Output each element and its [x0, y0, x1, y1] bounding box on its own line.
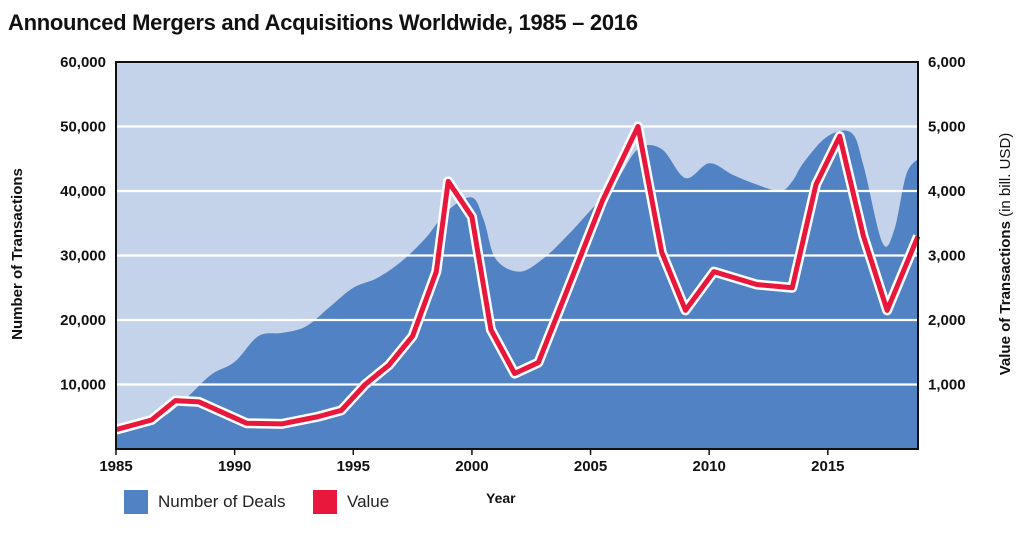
y2-tick-label: 2,000 — [928, 312, 966, 329]
y-tick-label: 10,000 — [60, 377, 106, 394]
y2-axis-label-unit: (in bill. USD) — [997, 133, 1014, 221]
value-line — [115, 124, 921, 433]
y2-tick-label: 1,000 — [928, 377, 966, 394]
x-tick-label: 1995 — [337, 458, 370, 475]
deals-area — [116, 130, 918, 450]
chart-title: Announced Mergers and Acquisitions World… — [8, 10, 638, 35]
y-tick-label: 40,000 — [60, 183, 106, 200]
x-tick-label: 2005 — [574, 458, 607, 475]
y2-tick-label: 5,000 — [928, 119, 966, 136]
legend-swatch-value — [313, 490, 337, 514]
x-tick-label: 2015 — [811, 458, 844, 475]
y-tick-label: 20,000 — [60, 312, 106, 329]
y-tick-label: 60,000 — [60, 54, 106, 71]
x-axis-label: Year — [486, 490, 516, 506]
y-tick-label: 30,000 — [60, 248, 106, 265]
x-tick-label: 2000 — [455, 458, 488, 475]
legend-swatch-deals — [124, 490, 148, 514]
y2-tick-label: 3,000 — [928, 248, 966, 265]
x-tick-label: 1990 — [218, 458, 251, 475]
y-tick-label: 50,000 — [60, 119, 106, 136]
y2-axis-label: Value of Transactions (in bill. USD) — [997, 133, 1014, 376]
y2-axis-label-main: Value of Transactions — [997, 221, 1014, 375]
legend-label-value: Value — [347, 492, 390, 511]
y2-tick-label: 4,000 — [928, 183, 966, 200]
y-axis-label: Number of Transactions — [9, 168, 26, 340]
legend-item-deals: Number of Deals — [124, 490, 286, 514]
plot-frame — [115, 61, 919, 450]
y2-tick-label: 6,000 — [928, 54, 966, 71]
x-tick-label: 2010 — [693, 458, 726, 475]
legend-label-deals: Number of Deals — [158, 492, 286, 511]
legend-item-value: Value — [313, 490, 389, 514]
x-tick-label: 1985 — [99, 458, 132, 475]
